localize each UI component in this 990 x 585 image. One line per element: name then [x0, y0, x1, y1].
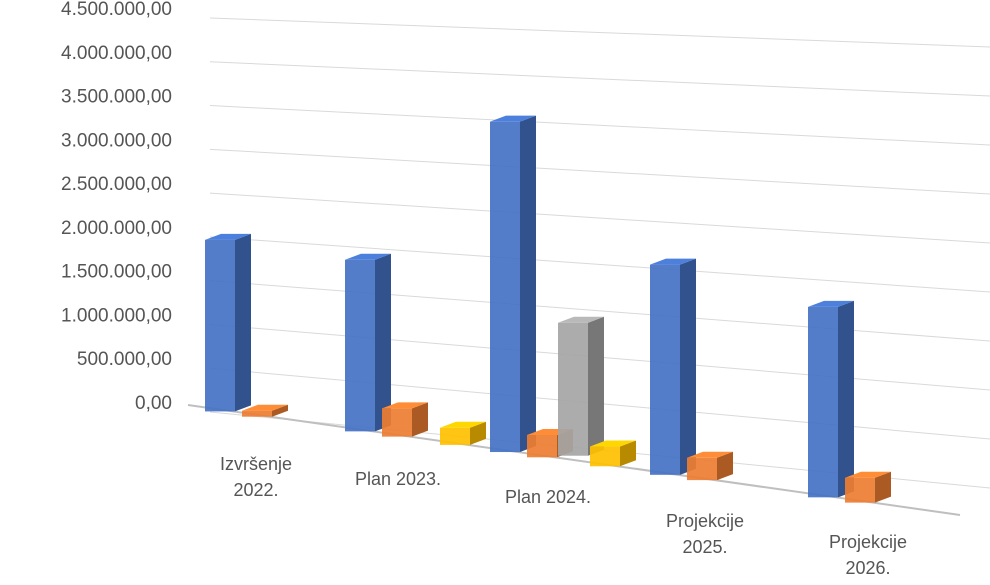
y-tick-label: 0,00 — [135, 393, 172, 414]
category-label: Plan 2023. — [355, 469, 441, 489]
bar-front — [558, 322, 588, 456]
bar-top — [490, 115, 536, 122]
bar — [808, 300, 854, 498]
bar-top — [808, 300, 854, 307]
x-axis-category-labels: Izvršenje 2022. Plan 2023. Plan 2024. Projek… — [220, 454, 907, 578]
bar — [242, 404, 288, 417]
y-axis-tick-labels: 0,00 500.000,00 1.000.000,00 1.500.000,00 2.… — [61, 0, 172, 414]
bar-top — [242, 404, 288, 411]
bar — [440, 421, 486, 445]
bar-side — [680, 258, 696, 475]
bar-top — [687, 451, 733, 458]
y-tick-label: 1.000.000,00 — [61, 305, 172, 326]
y-tick-label: 2.500.000,00 — [61, 174, 172, 195]
bar-top — [345, 253, 391, 260]
bar-front — [440, 427, 470, 445]
y-tick-label: 4.000.000,00 — [61, 43, 172, 64]
bar-side — [588, 316, 604, 456]
bar-front — [527, 434, 557, 458]
bar — [687, 451, 733, 481]
bar-front — [490, 121, 520, 453]
bar-front — [808, 306, 838, 498]
bar — [558, 316, 604, 456]
bar-side — [235, 233, 251, 412]
bar-front — [345, 259, 375, 432]
bar-top — [845, 471, 891, 478]
bar-top — [382, 402, 428, 409]
category-label: Izvršenje 2022. — [220, 454, 292, 500]
bar-top — [590, 440, 636, 447]
gridlines — [209, 17, 990, 489]
bar — [490, 115, 536, 453]
bar — [205, 233, 251, 412]
category-label: Projekcije 2026. — [829, 532, 907, 578]
bar-side — [717, 451, 733, 481]
bar-top — [440, 421, 486, 428]
bar-side — [272, 404, 288, 417]
gridline — [209, 61, 990, 97]
bar-side — [875, 471, 891, 503]
gridline — [209, 17, 990, 48]
bar-side — [470, 421, 486, 445]
bar-top — [205, 233, 251, 240]
y-tick-label: 500.000,00 — [77, 349, 172, 370]
bar-front — [687, 457, 717, 481]
y-tick-label: 4.500.000,00 — [61, 0, 172, 20]
bar-front — [590, 446, 620, 467]
bar-side — [375, 253, 391, 432]
bar-side — [838, 300, 854, 498]
bars — [205, 115, 891, 503]
bar-front — [382, 408, 412, 437]
bar — [382, 402, 428, 437]
y-tick-label: 3.000.000,00 — [61, 130, 172, 151]
category-label: Plan 2024. — [505, 487, 591, 507]
gridline — [209, 192, 990, 244]
bar-front — [845, 477, 875, 503]
gridline — [209, 280, 990, 342]
gridline — [209, 105, 990, 146]
y-tick-label: 3.500.000,00 — [61, 87, 172, 108]
bar-side — [620, 440, 636, 467]
bar — [590, 440, 636, 467]
y-tick-label: 1.500.000,00 — [61, 262, 172, 283]
bar — [845, 471, 891, 503]
bar-front — [242, 410, 272, 417]
y-tick-label: 2.000.000,00 — [61, 218, 172, 239]
bar-top — [650, 258, 696, 265]
bar-front — [205, 239, 235, 412]
bar-front — [650, 264, 680, 475]
category-label: Projekcije 2025. — [666, 511, 744, 557]
gridline — [209, 236, 990, 293]
bar — [650, 258, 696, 475]
bar-side — [412, 402, 428, 437]
bar — [345, 253, 391, 432]
gridline — [209, 148, 990, 195]
bar-top — [558, 316, 604, 323]
bar-side — [520, 115, 536, 453]
